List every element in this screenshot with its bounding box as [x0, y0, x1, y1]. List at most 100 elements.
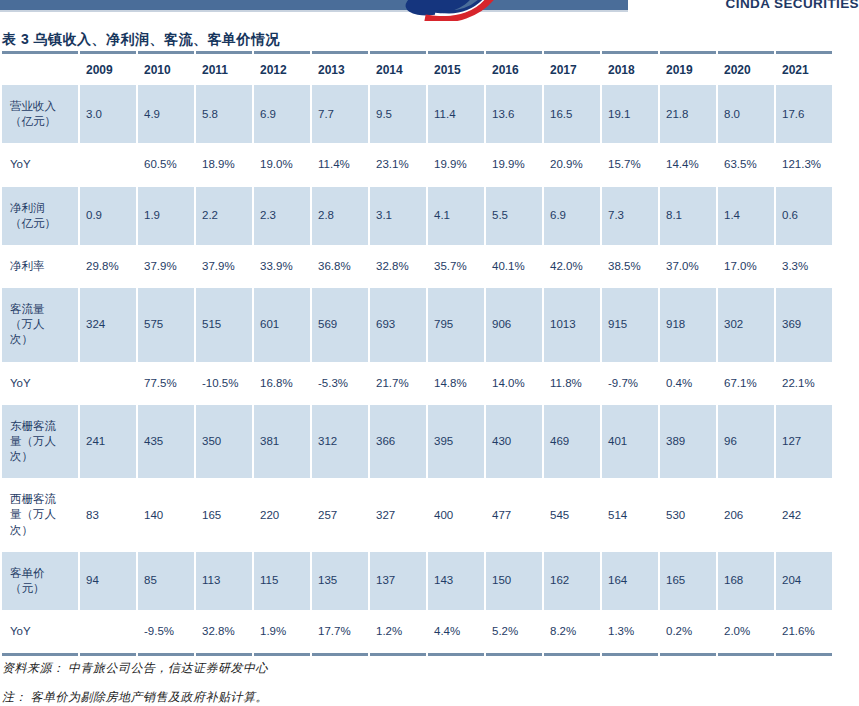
cell: 19.0% [254, 143, 310, 186]
cell: 2.2 [196, 187, 252, 245]
cell: 11.8% [544, 362, 600, 405]
year-header: 2009 [80, 51, 136, 85]
cell: 40.1% [486, 245, 542, 288]
cinda-logo-icon [405, 0, 505, 21]
cell: 0.6 [776, 187, 832, 245]
cell: 36.8% [312, 245, 368, 288]
cell: 3.0 [80, 85, 136, 143]
footnote: 注： 客单价为剔除房地产销售及政府补贴计算。 [2, 689, 268, 706]
cell: 17.7% [312, 610, 368, 656]
cell: 35.7% [428, 245, 484, 288]
row-label: 客单价（元） [2, 552, 78, 610]
cell: 85 [138, 552, 194, 610]
cell: 14.4% [660, 143, 716, 186]
table-row: 净利率29.8%37.9%37.9%33.9%36.8%32.8%35.7%40… [2, 245, 832, 288]
table-header: 2009201020112012201320142015201620172018… [2, 51, 832, 85]
cell: -10.5% [196, 362, 252, 405]
year-header: 2019 [660, 51, 716, 85]
cell: 257 [312, 478, 368, 552]
cell: 395 [428, 405, 484, 479]
cell: 37.9% [196, 245, 252, 288]
row-label: 净利润（亿元） [2, 187, 78, 245]
cell: 302 [718, 288, 774, 362]
cell: 5.5 [486, 187, 542, 245]
cell: 29.8% [80, 245, 136, 288]
cell: 42.0% [544, 245, 600, 288]
cell: 0.9 [80, 187, 136, 245]
table-row: 客单价（元）9485113115135137143150162164165168… [2, 552, 832, 610]
cell: 165 [660, 552, 716, 610]
table-row: YoY-9.5%32.8%1.9%17.7%1.2%4.4%5.2%8.2%1.… [2, 610, 832, 656]
year-header: 2013 [312, 51, 368, 85]
cell: 16.5 [544, 85, 600, 143]
cell: 113 [196, 552, 252, 610]
cell: 137 [370, 552, 426, 610]
cell: 5.8 [196, 85, 252, 143]
cell: 63.5% [718, 143, 774, 186]
cell: 121.3% [776, 143, 832, 186]
cell: 140 [138, 478, 194, 552]
table-row: YoY77.5%-10.5%16.8%-5.3%21.7%14.8%14.0%1… [2, 362, 832, 405]
year-header: 2020 [718, 51, 774, 85]
cell: 6.9 [544, 187, 600, 245]
cell: 60.5% [138, 143, 194, 186]
cell: 5.2% [486, 610, 542, 656]
cell: 575 [138, 288, 194, 362]
cell: 67.1% [718, 362, 774, 405]
year-header: 2015 [428, 51, 484, 85]
cell: -9.5% [138, 610, 194, 656]
cell: 3.3% [776, 245, 832, 288]
table-row: 净利润（亿元）0.91.92.22.32.83.14.15.56.97.38.1… [2, 187, 832, 245]
cell: 19.1 [602, 85, 658, 143]
cell: 13.6 [486, 85, 542, 143]
row-label: YoY [2, 143, 78, 186]
cell: 0.2% [660, 610, 716, 656]
cell: 1.9 [138, 187, 194, 245]
table-row: 西栅客流量（万人次）831401652202573274004775455145… [2, 478, 832, 552]
cell: 4.4% [428, 610, 484, 656]
cell: 20.9% [544, 143, 600, 186]
row-label: 客流量（万人次） [2, 288, 78, 362]
cell: 14.0% [486, 362, 542, 405]
cell: 4.1 [428, 187, 484, 245]
cell: 127 [776, 405, 832, 479]
header-bar-underline [0, 10, 628, 12]
cell: 77.5% [138, 362, 194, 405]
cell: 918 [660, 288, 716, 362]
cell: 94 [80, 552, 136, 610]
header-row: 2009201020112012201320142015201620172018… [2, 51, 832, 85]
cell: 369 [776, 288, 832, 362]
cell: 33.9% [254, 245, 310, 288]
cell: 430 [486, 405, 542, 479]
cell: 37.0% [660, 245, 716, 288]
cell: 324 [80, 288, 136, 362]
cell: 6.9 [254, 85, 310, 143]
cell: 515 [196, 288, 252, 362]
cell: 514 [602, 478, 658, 552]
label-column-header [2, 51, 78, 85]
table-row: 营业收入（亿元）3.04.95.86.97.79.511.413.616.519… [2, 85, 832, 143]
cell: 915 [602, 288, 658, 362]
cell: 17.0% [718, 245, 774, 288]
cell: 150 [486, 552, 542, 610]
year-header: 2011 [196, 51, 252, 85]
table-row: 客流量（万人次）32457551560156969379590610139159… [2, 288, 832, 362]
cell: 96 [718, 405, 774, 479]
header-bar [0, 0, 628, 10]
cell: 545 [544, 478, 600, 552]
source-note: 资料来源： 中青旅公司公告，信达证券研发中心 [2, 660, 268, 677]
cell: 400 [428, 478, 484, 552]
cell: 21.7% [370, 362, 426, 405]
cell: 1013 [544, 288, 600, 362]
row-label: 营业收入（亿元） [2, 85, 78, 143]
year-header: 2017 [544, 51, 600, 85]
cell: 601 [254, 288, 310, 362]
cell: 795 [428, 288, 484, 362]
cell [80, 143, 136, 186]
cell: 0.4% [660, 362, 716, 405]
row-label: 东栅客流量（万人次） [2, 405, 78, 479]
year-header: 2012 [254, 51, 310, 85]
cell: 241 [80, 405, 136, 479]
cell: 569 [312, 288, 368, 362]
cell: 1.4 [718, 187, 774, 245]
